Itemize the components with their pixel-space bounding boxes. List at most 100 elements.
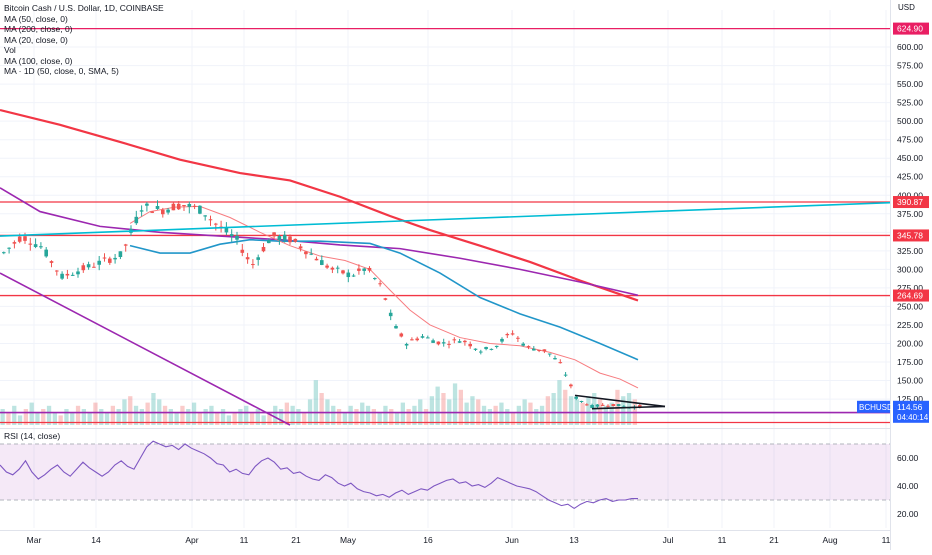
volume-bar [551, 393, 556, 425]
volume-bar [81, 409, 86, 425]
candle-body [12, 242, 17, 244]
volume-bar [481, 405, 487, 425]
candle-body [489, 348, 494, 350]
candle-body [532, 348, 536, 351]
volume-bar [470, 396, 475, 425]
volume-bar [133, 405, 139, 425]
volume-bar [87, 412, 92, 425]
volume-bar [93, 402, 98, 425]
wedge-line[interactable] [591, 405, 666, 410]
candle-body [214, 223, 218, 225]
volume-bar [487, 409, 492, 425]
candle-body [320, 260, 324, 265]
legend-vol[interactable]: Vol [4, 45, 16, 55]
volume-bar [255, 409, 260, 425]
candle-body [547, 353, 552, 355]
candle-body [113, 257, 117, 260]
y-tick-label: 425.00 [897, 172, 923, 182]
indicator-legend: Bitcoin Cash / U.S. Dollar, 1D, COINBASE… [4, 3, 164, 77]
candle-body [7, 247, 11, 249]
candle-body [563, 374, 568, 376]
ma20-line[interactable] [129, 205, 639, 389]
volume-bar [41, 409, 46, 425]
volume-bar [626, 393, 632, 425]
candle-body [176, 203, 181, 210]
legend-ma20[interactable]: MA (20, close, 0) [4, 34, 68, 45]
volume-bar [331, 405, 336, 425]
candle-body [2, 252, 6, 254]
candle-body [240, 249, 245, 253]
channel-line[interactable] [0, 272, 291, 426]
candle-body [638, 405, 642, 408]
candle-body [76, 271, 80, 275]
volume-bar [52, 412, 57, 425]
candle-body [65, 273, 70, 276]
symbol-tag [857, 400, 890, 413]
ma50-line[interactable] [129, 238, 639, 361]
wedge-line[interactable] [574, 394, 666, 408]
candle-body [224, 227, 229, 233]
y-tick-label: 225.00 [897, 320, 923, 330]
x-tick-label: 11 [240, 535, 249, 545]
rsi-line[interactable] [0, 440, 638, 510]
volume-bar [249, 412, 255, 425]
legend-ma1d[interactable]: MA · 1D (50, close, 0, SMA, 5) [4, 66, 119, 76]
volume-bar [354, 409, 359, 425]
level-tag [893, 229, 929, 242]
volume-bar [516, 405, 521, 425]
candle-body [590, 405, 594, 408]
x-tick-label: Jul [663, 535, 674, 545]
legend-ma50[interactable]: MA (50, close, 0) [4, 13, 68, 24]
symbol-tag-label: BCHUSD [859, 403, 893, 412]
candle-body [463, 340, 467, 343]
candle-body [92, 266, 96, 268]
volume-bar [505, 409, 510, 425]
volume-bar [539, 405, 545, 425]
volume-bar [429, 396, 434, 425]
candle-body [288, 236, 292, 243]
volume-bar [412, 405, 417, 425]
volume-bar [215, 412, 220, 425]
volume-bar [383, 405, 388, 425]
x-tick-label: Jun [505, 535, 519, 545]
candle-body [272, 232, 276, 237]
candle-body [579, 400, 584, 402]
volume-bar [64, 409, 69, 425]
trend-line[interactable] [0, 201, 891, 237]
y-tick-label: 200.00 [897, 338, 923, 348]
volume-bar [186, 409, 191, 425]
volume-bar [261, 415, 266, 425]
legend-ma100[interactable]: MA (100, close, 0) [4, 55, 73, 66]
last-price-label: 114.56 [897, 402, 923, 412]
level-tag [893, 196, 929, 209]
volume-bar [458, 389, 463, 425]
volume-bar [145, 402, 150, 425]
candle-body [542, 349, 547, 352]
volume-bar [99, 409, 104, 425]
volume-bar [603, 405, 608, 425]
candle-body [616, 404, 621, 407]
candle-body [81, 265, 86, 271]
candle-body [235, 235, 239, 240]
candle-body [479, 351, 483, 353]
volume-bar [586, 396, 591, 425]
x-tick-label: May [340, 535, 357, 545]
x-tick-label: 21 [769, 535, 779, 545]
volume-bar [302, 412, 307, 425]
candle-body [60, 273, 64, 279]
candle-body [452, 339, 457, 341]
level-tag-label: 264.69 [897, 291, 923, 301]
candle-body [155, 206, 160, 209]
volume-bar [35, 412, 40, 425]
ma100-line[interactable] [0, 187, 639, 297]
ma200-line[interactable] [0, 108, 639, 302]
currency-label: USD [898, 3, 915, 12]
legend-ma200[interactable]: MA (200, close, 0) [4, 24, 73, 34]
rsi-band [0, 444, 890, 500]
rsi-label[interactable]: RSI (14, close) [4, 431, 61, 441]
x-tick-label: 21 [291, 535, 301, 545]
volume-bar [104, 412, 110, 425]
level-tag [893, 22, 929, 35]
